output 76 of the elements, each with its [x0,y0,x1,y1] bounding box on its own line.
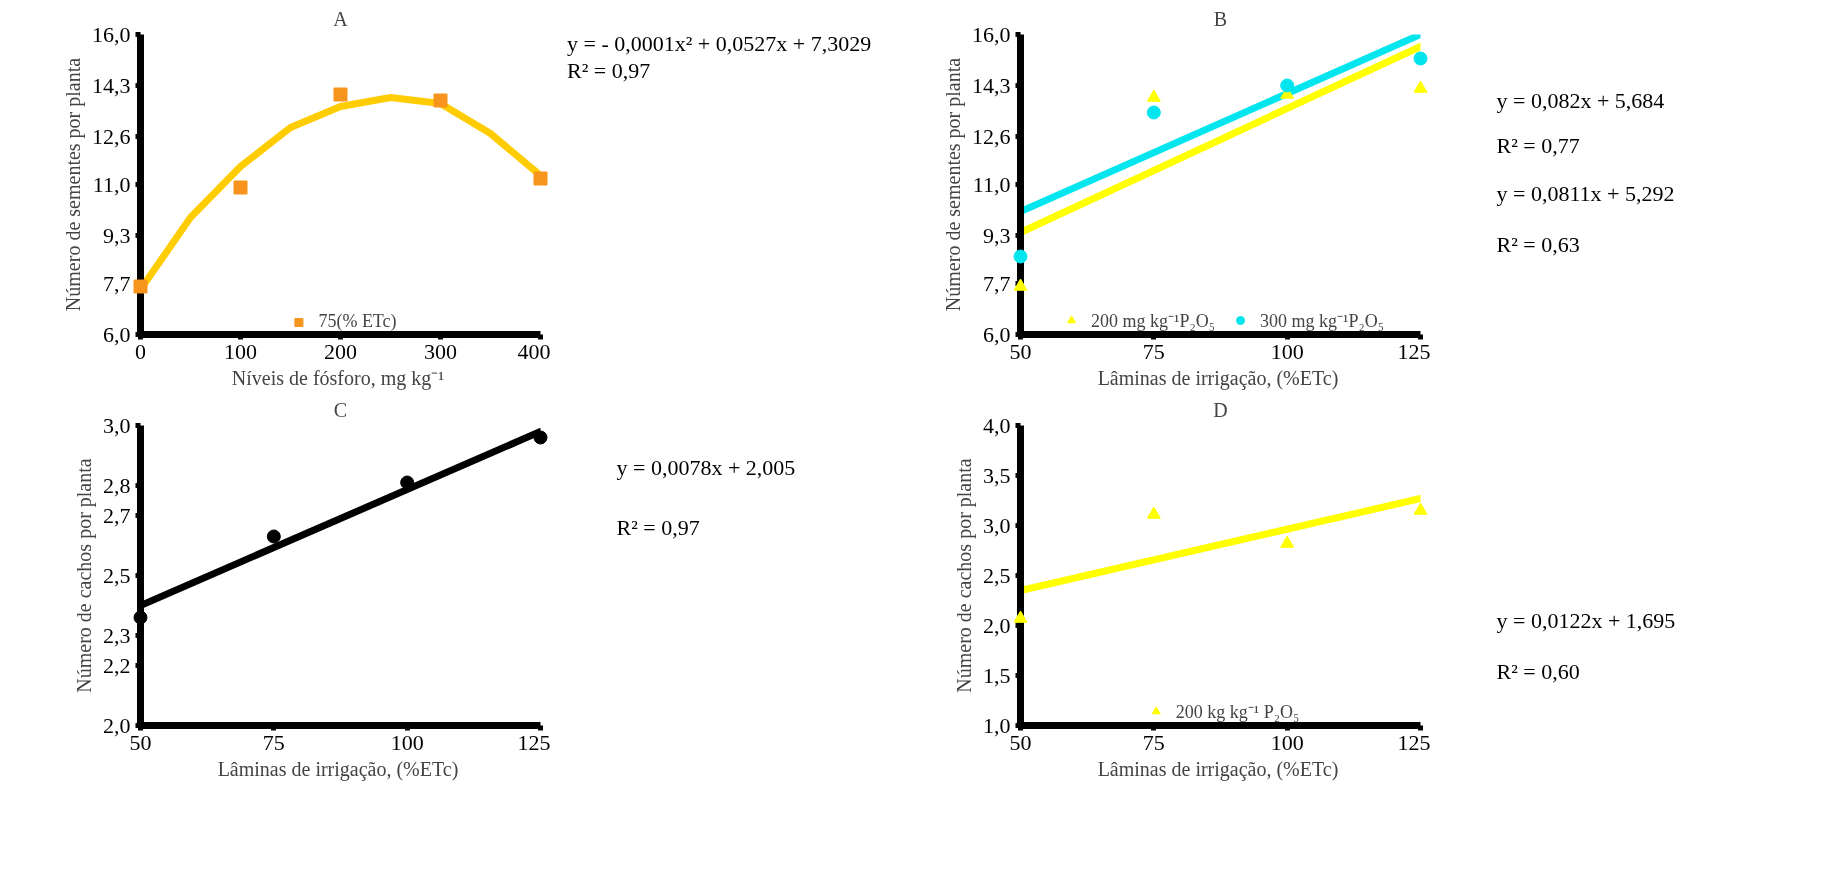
y-tick-label: 7,7 [103,270,131,296]
x-tick-label: 100 [1270,729,1304,755]
y-tick-label: 11,0 [972,171,1011,197]
text: y = - 0,0001x² + 0,0527x + 7,3029 [567,31,872,56]
chart-title: D [1213,398,1228,421]
text: y = 0,0811x + 5,292 [1496,181,1675,206]
x-tick-label: 100 [224,338,257,364]
x-tick-label: 200 [324,338,357,364]
y-tick-label: 9,3 [103,222,131,248]
x-tick-label: 100 [390,729,424,755]
y-tick-label: 12,6 [92,123,131,149]
x-axis-title: Lâminas de irrigação, (%ETc) [217,757,459,781]
legend-label: 200 kg kg⁻¹ P₂O₅ [1175,701,1300,723]
y-tick-label: 2,8 [103,472,131,498]
x-axis-title: Lâminas de irrigação, (%ETc) [1097,757,1339,781]
y-tick-label: 14,3 [972,72,1011,98]
legend-label: 200 mg kg⁻¹P₂O₅ [1091,310,1215,332]
x-tick-label: 75 [262,729,285,755]
y-tick-label: 3,0 [103,412,131,438]
text: R² = 0,77 [1496,133,1580,158]
x-tick-label: 50 [1009,338,1032,364]
x-tick-label: 50 [1009,729,1032,755]
y-tick-label: 4,0 [983,412,1011,438]
y-tick-label: 1,0 [983,712,1011,738]
y-tick-label: 2,5 [103,562,131,588]
y-tick-label: 2,0 [983,612,1011,638]
y-tick-label: 6,0 [983,321,1011,347]
x-tick-label: 125 [517,729,551,755]
y-tick-label: 3,5 [983,462,1011,488]
x-tick-label: 300 [424,338,457,364]
legend-label: 75(% ETc) [318,311,397,332]
x-tick-label: 75 [1142,338,1165,364]
y-axis-title: Número de cachos por planta [953,458,976,693]
y-tick-label: 14,3 [92,72,131,98]
x-tick-label: 100 [1270,338,1304,364]
point [533,171,548,186]
y-tick-label: 11,0 [92,171,131,197]
x-axis-title: Níveis de fósforo, mg kg⁻¹ [231,366,445,390]
y-tick-label: 1,5 [983,662,1011,688]
legend-label: 300 mg kg⁻¹P₂O₅ [1260,310,1384,332]
point [133,279,148,294]
y-axis-title: Número de sementes por planta [62,57,85,312]
x-tick-label: 400 [517,338,551,364]
text: R² = 0,60 [1496,659,1580,684]
text: R² = 0,63 [1496,232,1580,257]
x-axis-title: Lâminas de irrigação, (%ETc) [1097,366,1339,390]
x-tick-label: 125 [1397,729,1431,755]
y-axis-title: Número de cachos por planta [73,458,96,693]
x-tick-label: 75 [1142,729,1165,755]
text: R² = 0,97 [567,58,651,83]
y-tick-label: 2,7 [103,502,131,528]
chart-title: A [333,7,349,30]
x-tick-label: 125 [1397,338,1431,364]
x-tick-label: 50 [129,729,152,755]
y-tick-label: 6,0 [103,321,131,347]
text: y = 0,0122x + 1,695 [1496,608,1676,633]
y-tick-label: 2,2 [103,652,131,678]
y-tick-label: 16,0 [972,21,1011,47]
y-tick-label: 12,6 [972,123,1011,149]
point [233,180,248,195]
chart-title: C [333,398,348,421]
y-axis-title: Número de sementes por planta [942,57,965,312]
y-tick-label: 2,3 [103,622,131,648]
y-tick-label: 16,0 [92,21,131,47]
text: y = 0,0078x + 2,005 [616,455,796,480]
y-tick-label: 9,3 [983,222,1011,248]
text: R² = 0,97 [616,515,700,540]
point [433,93,448,108]
x-tick-label: 0 [135,338,146,364]
point [333,87,348,102]
y-tick-label: 3,0 [983,512,1011,538]
y-tick-label: 2,5 [983,562,1011,588]
chart-title: B [1213,7,1228,30]
y-tick-label: 2,0 [103,712,131,738]
text: y = 0,082x + 5,684 [1496,88,1665,113]
y-tick-label: 7,7 [983,270,1011,296]
